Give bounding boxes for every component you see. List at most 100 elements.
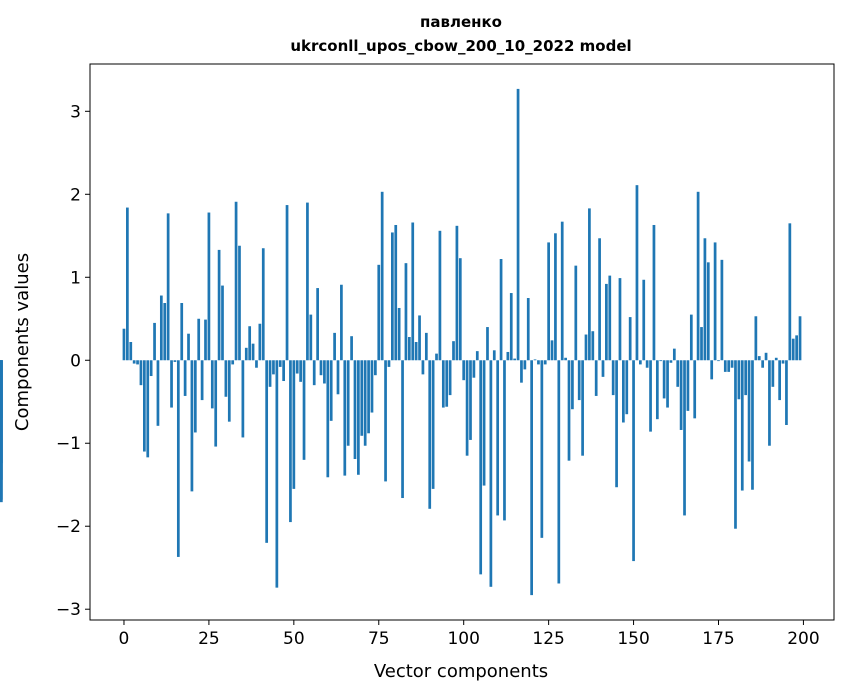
bar bbox=[316, 288, 319, 361]
bar bbox=[737, 360, 741, 400]
bar bbox=[407, 337, 411, 361]
bar bbox=[679, 360, 683, 430]
bar bbox=[713, 242, 717, 361]
bar bbox=[492, 350, 496, 361]
bar bbox=[475, 351, 479, 361]
x-tick-label: 175 bbox=[702, 629, 734, 649]
bar bbox=[652, 224, 656, 361]
bar bbox=[710, 360, 714, 380]
bar bbox=[336, 360, 340, 395]
bar bbox=[176, 360, 180, 557]
bar bbox=[642, 279, 646, 361]
bar bbox=[622, 360, 625, 423]
bar bbox=[577, 360, 581, 401]
bar bbox=[479, 360, 483, 575]
bar bbox=[224, 360, 228, 397]
y-axis-ticks: −3 −2 −1 0 1 2 3 bbox=[56, 102, 90, 620]
bar bbox=[455, 225, 459, 361]
bar bbox=[210, 360, 214, 409]
bar bbox=[547, 242, 550, 361]
bar bbox=[785, 360, 788, 425]
bar bbox=[768, 360, 771, 446]
bar bbox=[788, 223, 792, 361]
bar bbox=[261, 248, 265, 361]
bar bbox=[700, 327, 703, 361]
bar bbox=[669, 360, 673, 363]
bar bbox=[431, 360, 435, 489]
bar bbox=[367, 360, 370, 434]
bar bbox=[662, 360, 666, 399]
bar bbox=[248, 326, 252, 361]
bar bbox=[207, 212, 211, 361]
bar bbox=[581, 360, 584, 456]
bar bbox=[282, 360, 285, 382]
bar bbox=[323, 360, 326, 384]
bar bbox=[506, 351, 510, 361]
bar bbox=[418, 315, 421, 361]
y-axis-label: Components values bbox=[12, 253, 33, 431]
bar bbox=[187, 333, 190, 361]
x-axis-ticks: 0 25 50 75 100 125 150 175 200 bbox=[119, 620, 820, 649]
bar bbox=[445, 360, 449, 407]
bar bbox=[221, 285, 224, 361]
x-tick-label: 100 bbox=[447, 629, 479, 649]
bar bbox=[139, 360, 143, 386]
bar bbox=[343, 360, 347, 476]
bar bbox=[530, 360, 533, 596]
bar bbox=[289, 360, 292, 523]
bar bbox=[350, 336, 353, 361]
x-tick-label: 150 bbox=[617, 629, 649, 649]
bar bbox=[706, 262, 710, 361]
bar bbox=[567, 360, 571, 461]
bar bbox=[404, 263, 408, 361]
bar bbox=[791, 338, 795, 361]
bar bbox=[370, 360, 374, 413]
bar bbox=[469, 360, 472, 440]
bar bbox=[153, 322, 156, 361]
bar bbox=[292, 360, 296, 489]
bar bbox=[421, 360, 425, 375]
bar bbox=[601, 360, 605, 377]
bar bbox=[598, 238, 601, 361]
bar bbox=[645, 360, 649, 368]
y-tick-label: −2 bbox=[56, 517, 81, 537]
bar bbox=[472, 360, 476, 378]
bar bbox=[482, 360, 486, 486]
bar bbox=[564, 357, 567, 361]
bar bbox=[329, 360, 333, 421]
bar bbox=[227, 360, 231, 422]
bar bbox=[734, 360, 737, 529]
bar bbox=[523, 360, 527, 370]
bar bbox=[401, 360, 404, 499]
bar bbox=[584, 334, 588, 361]
bar bbox=[129, 342, 133, 361]
bar bbox=[346, 360, 350, 446]
bar bbox=[384, 360, 387, 482]
bar bbox=[183, 360, 187, 396]
plot-frame bbox=[89, 63, 835, 621]
bar bbox=[672, 348, 676, 361]
bar bbox=[686, 360, 690, 411]
bar bbox=[414, 342, 418, 361]
bar bbox=[268, 360, 272, 387]
bar bbox=[278, 360, 282, 367]
bar bbox=[265, 360, 269, 543]
bar bbox=[126, 207, 129, 361]
bar bbox=[441, 360, 445, 408]
bar bbox=[618, 278, 622, 361]
bar bbox=[605, 283, 608, 361]
bar bbox=[717, 360, 720, 362]
bar bbox=[333, 332, 336, 361]
bar bbox=[594, 360, 598, 396]
bar bbox=[632, 360, 635, 562]
bar bbox=[635, 185, 639, 361]
bar bbox=[526, 298, 530, 361]
bar bbox=[424, 332, 428, 361]
bar bbox=[771, 360, 775, 387]
bar bbox=[251, 343, 255, 361]
bar bbox=[258, 323, 262, 361]
bar bbox=[774, 357, 778, 361]
x-tick-label: 50 bbox=[283, 629, 305, 649]
bar bbox=[173, 360, 177, 362]
